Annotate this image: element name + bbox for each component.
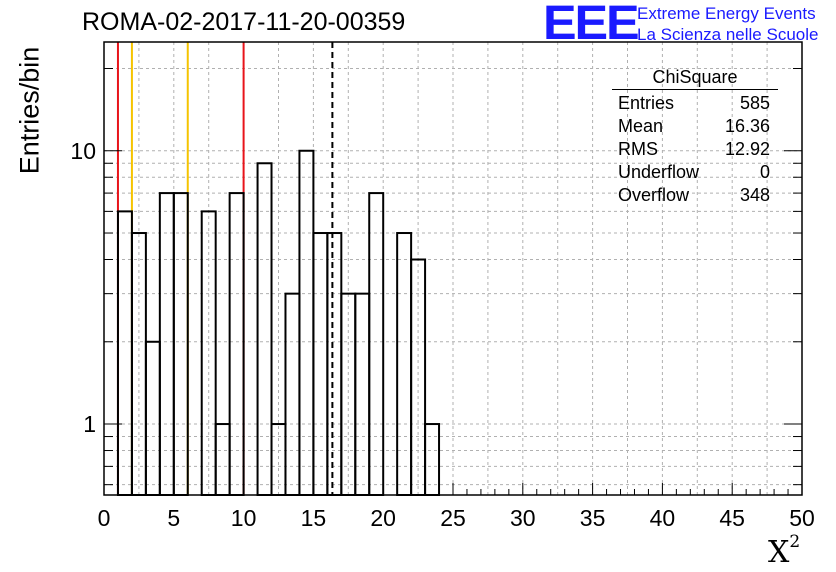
histogram-bar [228,192,245,496]
histogram-bar [326,232,343,496]
histogram-bar [172,192,189,496]
stats-row-mean: Mean 16.36 [612,115,778,138]
stats-value: 16.36 [724,116,770,136]
logo-line-1: Extreme Energy Events [637,4,816,23]
stats-label: Underflow [618,162,700,182]
eee-logo: EEE [543,0,640,50]
stats-title: ChiSquare [612,67,778,90]
histogram-bar [284,292,301,496]
x-axis-label-sup: 2 [789,532,801,552]
x-tick-label: 35 [580,505,606,531]
x-tick-label: 10 [231,505,257,531]
histogram-bar [368,192,385,496]
y-axis-label: Entries/bin [14,46,45,175]
x-tick-label: 0 [98,505,111,531]
stats-label: RMS [618,139,658,159]
histogram-bar [214,423,231,496]
histogram-bar [396,232,413,496]
stats-value: 585 [739,93,770,113]
x-tick-label: 45 [719,505,745,531]
x-axis-label: X2 [768,532,801,570]
histogram-bar [312,232,329,496]
histogram-bar [256,162,273,496]
stats-box: ChiSquare Entries 585 Mean 16.36 RMS 12.… [612,67,778,207]
logo-line-2: La Scienza nelle Scuole [637,25,819,44]
x-axis-label-text: X [768,535,790,570]
stats-label: Mean [618,116,664,136]
stats-label: Entries [618,93,675,113]
histogram-bar [116,210,133,496]
histogram-bar [158,192,175,496]
x-tick-label: 20 [370,505,396,531]
stats-value: 0 [759,162,770,182]
x-tick-label: 30 [510,505,536,531]
histogram-bar [298,149,315,496]
stats-row-entries: Entries 585 [612,92,778,115]
chart-title: ROMA-02-2017-11-20-00359 [82,8,406,36]
x-tick-label: 5 [167,505,180,531]
stats-label: Overflow [618,185,690,205]
stats-row-rms: RMS 12.92 [612,138,778,161]
x-tick-label: 50 [789,505,815,531]
x-tick-label: 15 [301,505,327,531]
stats-value: 348 [739,185,770,205]
stats-row-overflow: Overflow 348 [612,184,778,207]
y-tick-label: 10 [70,138,96,164]
histogram-bar [144,340,161,496]
x-tick-label: 40 [650,505,676,531]
y-tick-label: 1 [83,411,96,437]
x-tick-label: 25 [440,505,466,531]
stats-row-underflow: Underflow 0 [612,161,778,184]
histogram-bar [354,292,371,496]
stats-value: 12.92 [724,139,770,159]
